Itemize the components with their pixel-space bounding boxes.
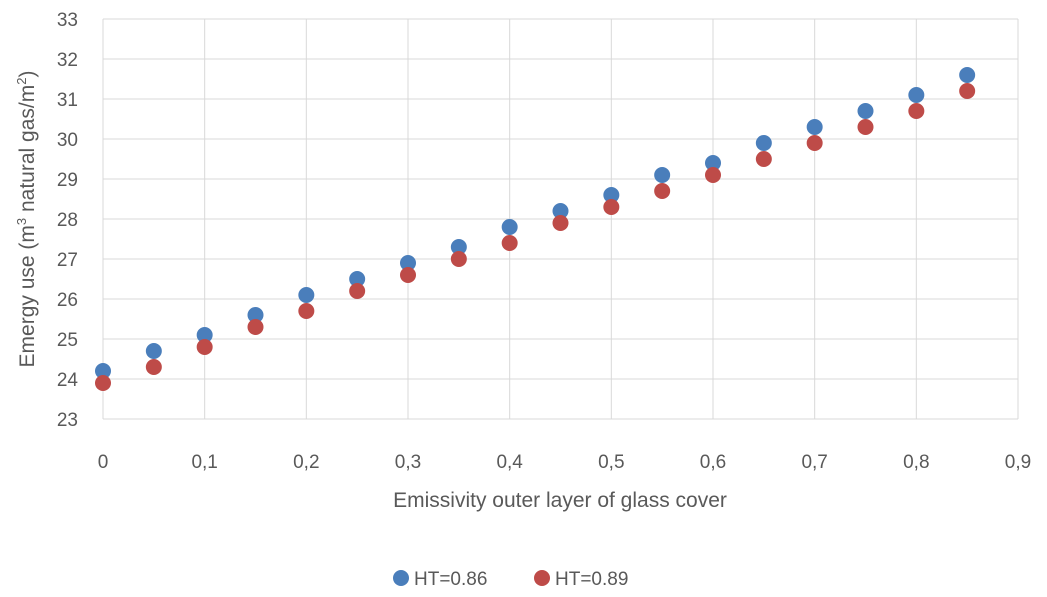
y-tick-label: 27 — [57, 250, 78, 271]
x-tick-label: 0,7 — [801, 452, 827, 473]
data-point-series-1 — [654, 167, 671, 183]
data-point-series-2 — [806, 135, 823, 151]
data-point-series-1 — [552, 203, 569, 219]
data-point-series-2 — [95, 375, 111, 391]
data-point-series-2 — [298, 303, 315, 319]
data-point-series-2 — [400, 267, 416, 283]
data-point-series-2 — [145, 359, 162, 375]
data-point-series-2 — [247, 319, 264, 335]
y-tick-label: 29 — [57, 170, 78, 191]
data-points — [95, 67, 976, 391]
data-point-series-2 — [196, 339, 213, 355]
data-point-series-1 — [400, 255, 416, 271]
x-tick-label: 0,8 — [903, 452, 929, 473]
legend-label-ht-089: HT=0.89 — [555, 569, 628, 590]
data-point-series-1 — [959, 67, 976, 83]
y-tick-label: 28 — [57, 210, 78, 231]
data-point-series-1 — [705, 155, 721, 171]
y-tick-label: 31 — [57, 90, 78, 111]
x-tick-label: 0,9 — [1005, 452, 1031, 473]
x-tick-label: 0,2 — [293, 452, 319, 473]
x-tick-label: 0,5 — [598, 452, 624, 473]
y-axis-title-part: Emergy use (m — [16, 225, 39, 367]
data-point-series-2 — [654, 183, 671, 199]
data-point-series-1 — [349, 271, 366, 287]
y-tick-label: 33 — [57, 10, 78, 31]
y-tick-label: 26 — [57, 290, 78, 311]
data-point-series-1 — [755, 135, 772, 151]
legend: HT=0.86 HT=0.89 — [393, 569, 628, 590]
y-axis-title: Emergy use (m3 natural gas/m2) — [14, 71, 39, 368]
x-tick-label: 0,1 — [191, 452, 217, 473]
y-tick-label: 23 — [57, 410, 78, 431]
data-point-series-1 — [247, 307, 264, 323]
y-axis-title-superscript: 3 — [14, 218, 29, 225]
legend-marker-ht-089 — [534, 570, 550, 586]
data-point-series-2 — [755, 151, 772, 167]
x-tick-label: 0,6 — [700, 452, 726, 473]
data-point-series-1 — [603, 187, 620, 203]
data-point-series-2 — [705, 167, 721, 183]
data-point-series-2 — [908, 103, 925, 119]
y-axis-title-part: ) — [16, 71, 39, 78]
x-axis-title: Emissivity outer layer of glass cover — [393, 489, 727, 512]
x-tick-label: 0,3 — [395, 452, 421, 473]
x-tick-label: 0,4 — [496, 452, 523, 473]
y-tick-label: 32 — [57, 50, 78, 71]
data-point-series-2 — [857, 119, 874, 135]
data-point-series-2 — [501, 235, 518, 251]
y-axis-title-part: natural gas/m — [16, 85, 39, 218]
data-point-series-2 — [450, 251, 467, 267]
data-point-series-1 — [806, 119, 823, 135]
data-point-series-1 — [196, 327, 213, 343]
data-point-series-2 — [959, 83, 976, 99]
y-axis-ticks: 23 24 25 26 27 28 29 30 31 32 33 — [57, 10, 79, 431]
data-point-series-1 — [857, 103, 874, 119]
data-point-series-1 — [95, 363, 111, 379]
legend-marker-ht-086 — [393, 570, 409, 586]
x-tick-label: 0 — [98, 452, 109, 473]
data-point-series-1 — [450, 239, 467, 255]
y-tick-label: 25 — [57, 330, 78, 351]
data-point-series-2 — [603, 199, 620, 215]
data-point-series-1 — [145, 343, 162, 359]
data-point-series-2 — [349, 283, 366, 299]
data-point-series-1 — [908, 87, 925, 103]
y-tick-label: 24 — [57, 370, 79, 391]
y-axis-title-superscript: 2 — [14, 78, 29, 85]
x-axis-ticks: 0 0,1 0,2 0,3 0,4 0,5 0,6 0,7 0,8 0,9 — [98, 452, 1032, 473]
data-point-series-2 — [552, 215, 569, 231]
data-point-series-1 — [298, 287, 315, 303]
data-point-series-1 — [501, 219, 518, 235]
y-tick-label: 30 — [57, 130, 78, 151]
legend-label-ht-086: HT=0.86 — [414, 569, 487, 590]
